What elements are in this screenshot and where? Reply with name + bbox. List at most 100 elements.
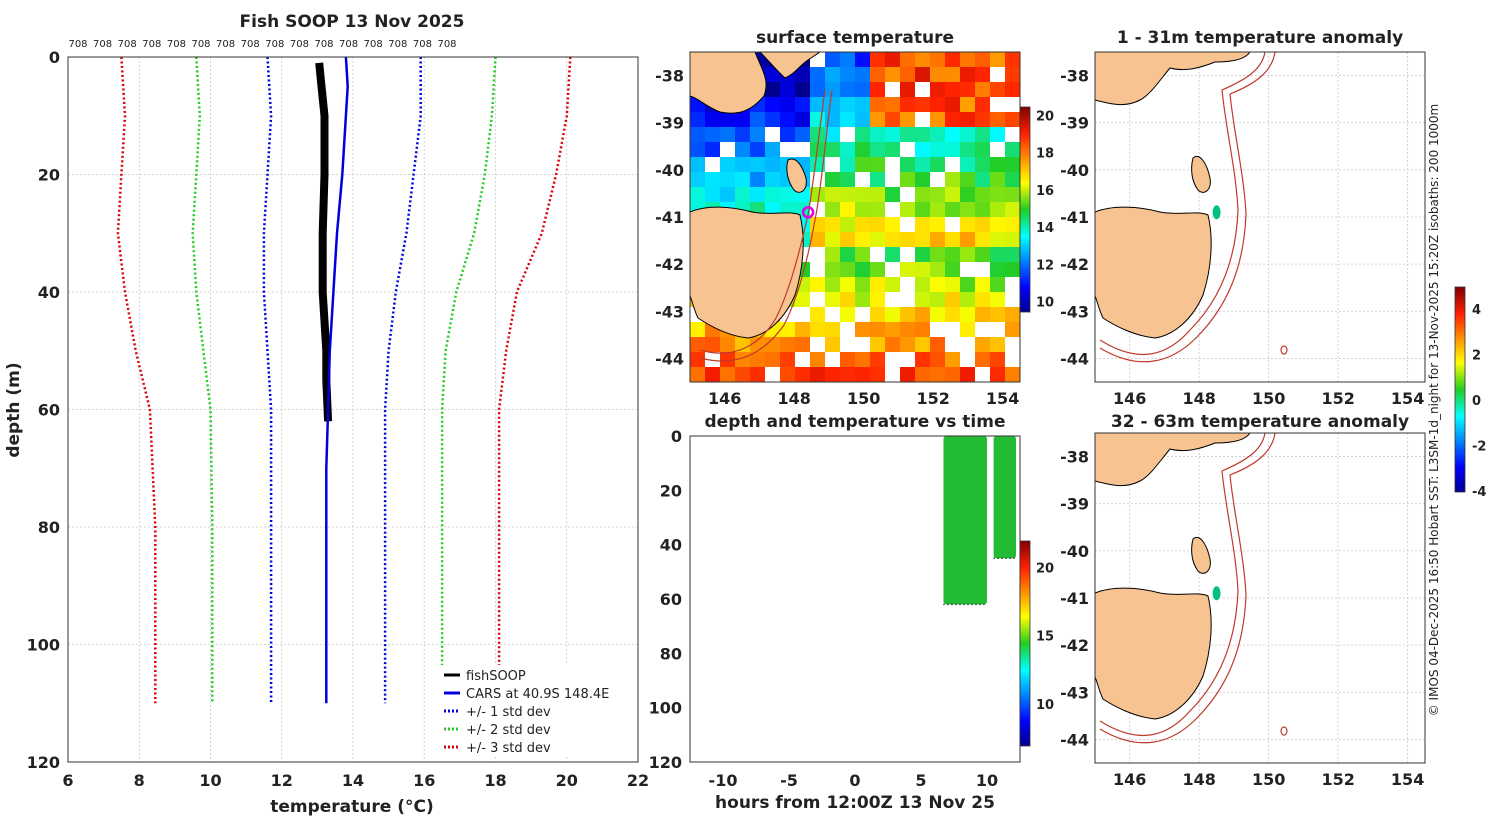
top-label: 708 (142, 39, 161, 50)
sst-cell (900, 97, 916, 113)
sst-cell (810, 157, 826, 173)
y-tick-label: -38 (1060, 67, 1089, 86)
tasmania (1095, 587, 1212, 720)
sst-cell (825, 277, 841, 293)
sst-cell (705, 367, 721, 382)
sst-cell (915, 292, 931, 308)
time-title: depth and temperature vs time (705, 412, 1006, 432)
side-caption: © IMOS 04-Dec-2025 16:50 Hobart SST: L3S… (1427, 104, 1441, 717)
time-panel: depth and temperature vs time -10 -5 0 5 10 … (649, 412, 1055, 813)
sst-cell (900, 277, 916, 293)
sst-cell (975, 232, 991, 248)
sst-cell (870, 277, 886, 293)
sst-cell (765, 82, 781, 98)
sst-cell (930, 262, 946, 278)
tasmania (690, 206, 804, 339)
sst-cell (780, 142, 796, 158)
sst-cell (900, 142, 916, 158)
sst-cell (945, 202, 961, 218)
sst-cell (735, 172, 751, 188)
sst-cell (930, 217, 946, 233)
sst-cell (960, 292, 976, 308)
colorbar-tick-label: 18 (1036, 147, 1054, 162)
sst-cell (855, 232, 871, 248)
sst-cell (870, 292, 886, 308)
sst-field (690, 52, 1020, 382)
sst-cell (795, 367, 811, 382)
sst-cell (705, 352, 721, 368)
sst-cell (780, 127, 796, 143)
sst-cell (840, 247, 856, 263)
sst-cell (840, 277, 856, 293)
sst-cell (1005, 52, 1020, 68)
sst-cell (765, 367, 781, 382)
x-tick-label: 22 (627, 771, 649, 790)
sst-cell (975, 112, 991, 128)
sst-cell (975, 277, 991, 293)
sst-cell (705, 112, 721, 128)
sst-cell (765, 337, 781, 353)
sst-cell (960, 307, 976, 323)
y-tick-label: -38 (1060, 448, 1089, 467)
sst-cell (1005, 322, 1020, 338)
sst-cell (930, 127, 946, 143)
sst-cell (990, 172, 1006, 188)
sst-cell (945, 67, 961, 83)
isobath-1000 (1099, 433, 1276, 744)
sst-cell (855, 247, 871, 263)
sst-cell (990, 307, 1006, 323)
anom2-title: 32 - 63m temperature anomaly (1111, 412, 1409, 432)
sst-cell (990, 82, 1006, 98)
sst-cell (945, 232, 961, 248)
sst-cell (900, 82, 916, 98)
sst-cell (990, 277, 1006, 293)
sst-cell (945, 352, 961, 368)
colorbar-tick-label: 2 (1472, 348, 1481, 363)
sst-cell (990, 202, 1006, 218)
profile-series (116, 56, 572, 704)
sst-cell (885, 307, 901, 323)
sst-cell (1005, 292, 1020, 308)
sst-cell (930, 82, 946, 98)
x-tick-label: 148 (1183, 389, 1216, 408)
sst-cell (780, 82, 796, 98)
isobath-1000 (1099, 52, 1276, 363)
legend-std2: +/- 2 std dev (466, 723, 551, 738)
sst-cell (930, 52, 946, 68)
sst-cell (840, 217, 856, 233)
top-label: 708 (93, 39, 112, 50)
sst-cell (870, 367, 886, 382)
legend-cars: CARS at 40.9S 148.4E (466, 687, 609, 702)
anomaly-point (1212, 205, 1221, 220)
sst-cell (930, 352, 946, 368)
sst-cell (735, 127, 751, 143)
surface-temperature-panel: surface temperature 146 148 150 152 154 -38-… (655, 28, 1054, 408)
x-tick-label: 154 (1391, 770, 1424, 789)
sst-cell (885, 82, 901, 98)
sst-cell (885, 247, 901, 263)
sst-cell (810, 127, 826, 143)
surface-colorbar-ticks: 10 12 14 16 18 20 (1036, 109, 1054, 310)
top-label: 708 (216, 39, 235, 50)
sst-cell (750, 157, 766, 173)
y-tick-label: -42 (655, 255, 684, 274)
sst-cell (945, 217, 961, 233)
mainland (1095, 52, 1251, 106)
sst-cell (915, 142, 931, 158)
sst-cell (915, 322, 931, 338)
profile-xlabel: temperature (°C) (270, 797, 434, 817)
sst-cell (930, 307, 946, 323)
sst-cell (750, 127, 766, 143)
profile-x-ticks: 6 8 10 12 14 16 18 20 22 (62, 771, 649, 790)
flinders-island (786, 158, 807, 193)
top-label: 708 (241, 39, 260, 50)
anom2-frame (1094, 432, 1426, 764)
sst-cell (750, 112, 766, 128)
surface-colorbar (1019, 106, 1031, 313)
sst-cell (945, 112, 961, 128)
sst-cell (825, 292, 841, 308)
sst-cell (735, 187, 751, 203)
anom1-x-ticks: 146 148 150 152 154 (1113, 389, 1424, 408)
sst-cell (990, 127, 1006, 143)
sst-cell (870, 82, 886, 98)
